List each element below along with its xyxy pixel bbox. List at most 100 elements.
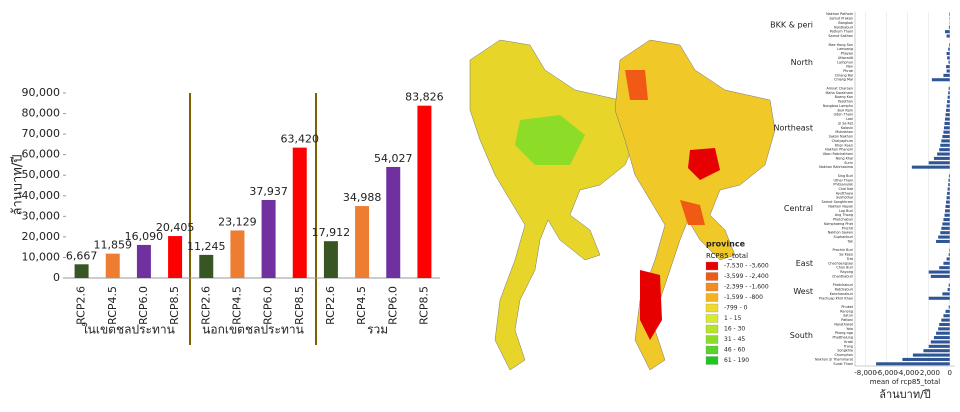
bar [946,34,950,38]
bar [949,248,950,252]
y-tick-label: Bangkok [838,21,853,25]
bar [923,349,950,353]
bar [940,231,950,235]
y-tick-label: Pathum Thani [830,30,853,34]
value-label: 11,245 [187,240,226,253]
x-tick-label: RCP4.5 [355,286,368,325]
bar [943,130,950,134]
bar [943,218,950,222]
y-tick-label: Udon Thani [834,113,853,117]
x-tick-label: -2,000 [917,369,940,377]
y-tick-label: Nakhon Sawan [828,231,853,235]
value-label: 23,129 [218,215,257,228]
y-tick-label: Buri Ram [837,108,853,112]
bar [937,152,950,156]
x-tick-label: RCP6.0 [386,286,399,325]
y-tick-label: Nakhon Ratchasima [819,165,853,169]
y-tick-label: 90,000 [22,86,61,99]
bar [948,253,950,257]
y-tick-label: Sakon Nakhon [829,135,853,139]
x-axis-label: mean of rcp85_total [870,378,941,386]
y-tick-label: Kalasin [841,126,853,130]
y-tick-label: Phitsanulok [833,183,853,187]
bar [939,322,950,327]
y-tick-label: Phatthalung [832,336,853,340]
y-tick-label: Phetchabun [833,218,853,222]
y-tick-label: Trang [843,344,853,348]
map-highlight [515,115,585,165]
y-tick-label: Trat [846,257,854,261]
y-tick-label: Chiang Mai [834,78,853,82]
bar [912,353,950,357]
y-tick-label: 70,000 [22,127,61,140]
bar [292,147,307,278]
y-tick-label: Narathiwat [834,322,853,326]
y-tick-label: Pattani [841,318,853,322]
y-tick-label: Lop Buri [839,209,853,213]
y-tick-label: Nan [846,65,853,69]
value-label: 54,027 [374,152,413,165]
legend-label: -3,599 - -2,400 [724,273,769,280]
y-tick-label: Nakhon Pathom [826,12,854,16]
bar [941,139,950,143]
y-tick-label: Chachoengsao [828,261,853,265]
bar [942,222,950,226]
y-tick-label: Nakhon Phanom [825,148,854,152]
bar [911,165,950,169]
bar [943,314,950,318]
bar [168,236,183,278]
bar [941,318,950,322]
legend-swatch [705,272,719,281]
y-tick-label: Chiang Rai [835,73,853,77]
bar [945,204,950,209]
legend-swatch [705,293,719,302]
bar [949,43,950,47]
x-tick-label: RCP6.0 [262,286,275,325]
group-label: East [796,259,813,268]
bar [948,183,950,187]
x-tick-label: RCP8.5 [168,286,181,325]
bar [945,117,950,121]
value-label: 6,667 [66,249,98,262]
bar [947,100,950,104]
bar [946,69,950,73]
legend-swatch [705,303,719,313]
y-tick-label: Sukhothai [836,196,853,200]
y-tick-label: Ayutthaya [836,191,853,195]
bar [948,60,950,64]
y-tick-label: Phuket [841,305,853,309]
x-tick-label: -6,000 [875,369,898,377]
value-label: 37,937 [249,185,288,198]
y-tick-label: 30,000 [22,209,61,222]
y-tick-label: Phichit [842,226,854,230]
bar [946,196,950,200]
legend-swatch [705,282,719,292]
y-tick-label: Satun [843,314,853,318]
x-tick-label: -4,000 [896,369,919,377]
y-tick-label: Uthai Thani [834,178,854,182]
legend-swatch [705,335,719,344]
legend-label: -799 - 0 [724,305,748,312]
maps [469,39,776,371]
bar [948,178,950,182]
group-label: North [791,58,813,67]
y-tick-label: Bueng Kan [835,95,853,99]
y-tick-label: Surin [844,161,853,165]
bar [940,143,950,147]
y-tick-label: Sa Kaeo [839,253,853,257]
bar [931,78,950,82]
x-axis-sublabel: ล้านบาท/ปี [879,388,931,401]
bar [948,283,950,287]
group-label: West [793,287,813,296]
bar [323,241,338,278]
legend-label: -7,530 - -3,600 [724,263,769,270]
value-label: 63,420 [281,133,320,146]
y-tick-label: Ratchaburi [835,288,853,292]
bar [943,261,950,265]
bar [902,357,950,361]
y-tick-label: Kanchanaburi [830,292,853,296]
x-tick-label: RCP4.5 [230,286,243,325]
bar [946,104,950,108]
